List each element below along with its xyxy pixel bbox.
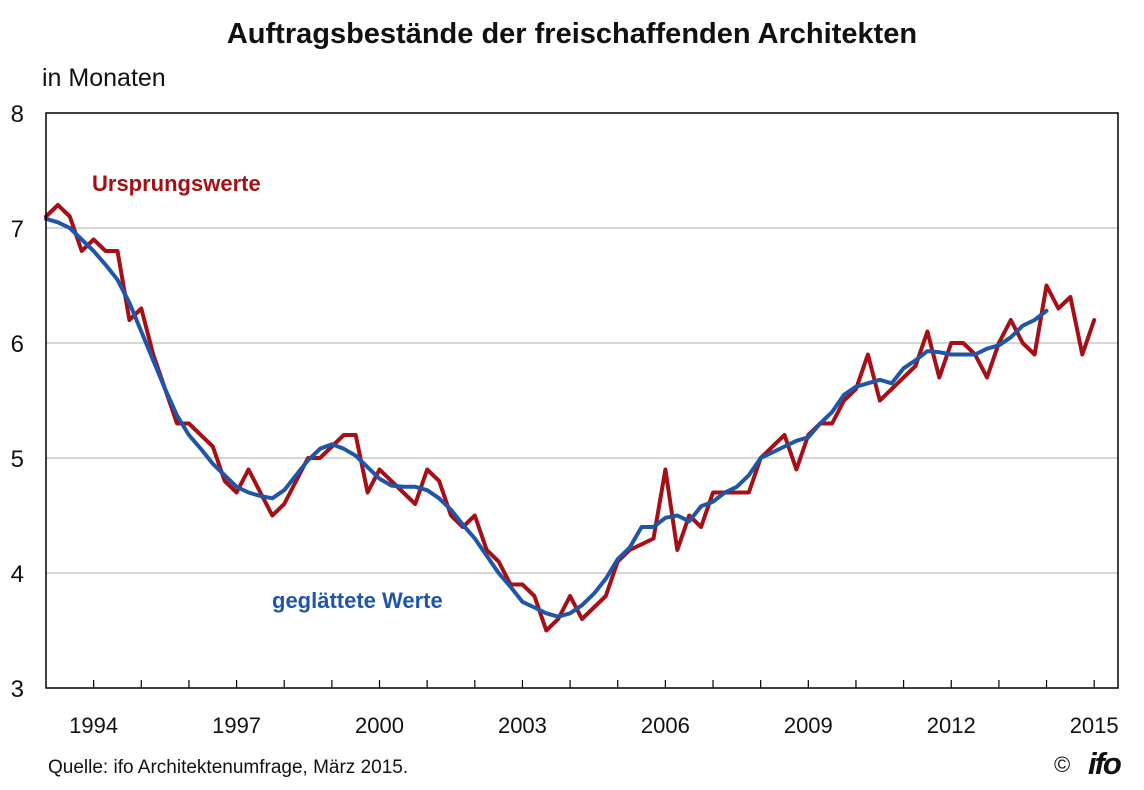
series-line-geglaettete-werte xyxy=(44,216,1049,619)
y-tick-label-5: 5 xyxy=(11,446,24,473)
y-tick-label-3: 3 xyxy=(11,676,24,703)
chart-title: Auftragsbestände der freischaffenden Arc… xyxy=(226,18,918,50)
series-line-ursprungswerte xyxy=(44,203,1097,633)
y-tick-label-7: 7 xyxy=(11,216,24,243)
x-tick-label-2015: 2015 xyxy=(1070,713,1119,738)
x-tick-label-2003: 2003 xyxy=(498,713,547,738)
y-axis-unit-label: in Monaten xyxy=(42,64,166,92)
x-tick-label-1994: 1994 xyxy=(69,713,118,738)
y-tick-label-4: 4 xyxy=(11,561,24,588)
axis-tick-labels: 3 4 5 6 7 8 1994 1997 2000 2003 2006 2009 2012 2015 xyxy=(11,101,1119,738)
x-tick-label-1997: 1997 xyxy=(212,713,261,738)
source-note: Quelle: ifo Architektenumfrage, März 201… xyxy=(48,757,409,778)
x-tick-label-2012: 2012 xyxy=(927,713,976,738)
y-tick-label-8: 8 xyxy=(11,101,24,128)
y-tick-label-6: 6 xyxy=(11,331,24,358)
copyright-symbol: © xyxy=(1054,752,1071,777)
x-tick-label-2006: 2006 xyxy=(641,713,690,738)
ifo-logo: ifo xyxy=(1088,746,1122,781)
axis-ticks xyxy=(93,680,1095,688)
gridlines xyxy=(46,227,1118,574)
plot-frame xyxy=(45,112,1119,689)
series-label-geglaettete-werte: geglättete Werte xyxy=(272,588,443,613)
data-series xyxy=(44,203,1097,633)
x-tick-label-2009: 2009 xyxy=(784,713,833,738)
series-label-ursprungswerte: Ursprungswerte xyxy=(92,171,261,196)
x-tick-label-2000: 2000 xyxy=(355,713,404,738)
